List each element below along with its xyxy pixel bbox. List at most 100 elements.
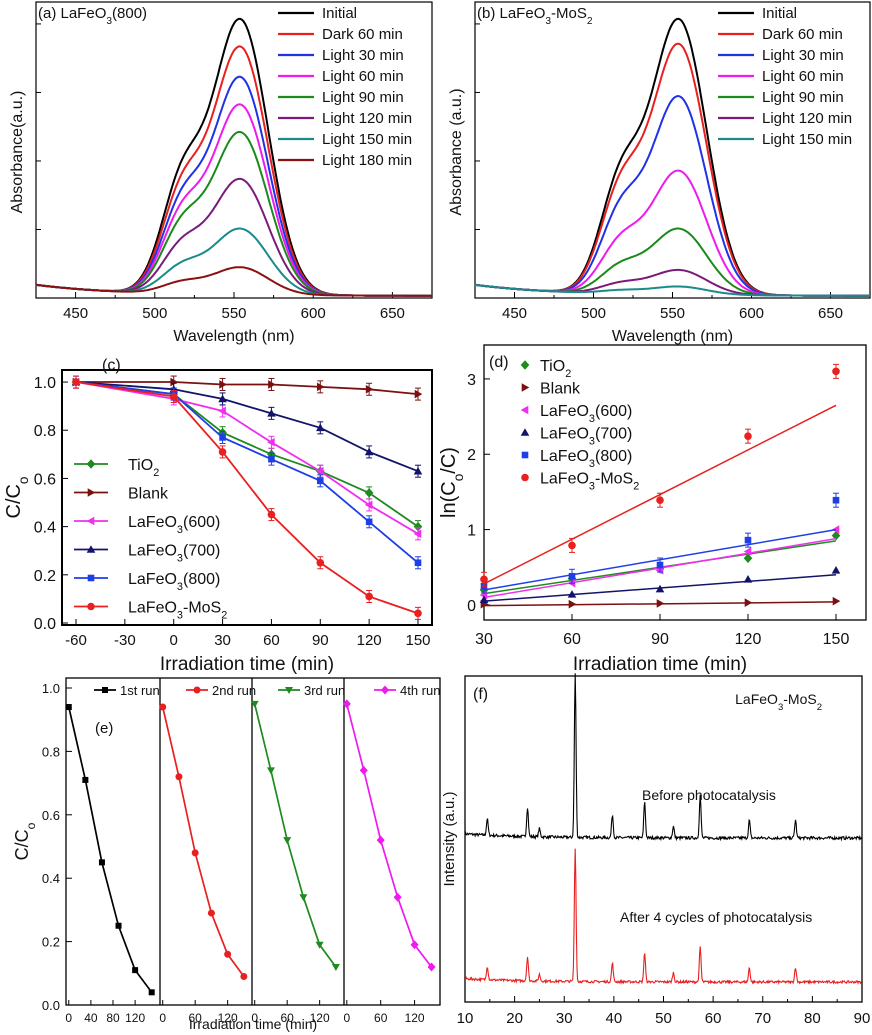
- e-x-tick-label: 80: [106, 1011, 120, 1025]
- a-spectrum-line: [35, 266, 432, 297]
- d-legend-marker: [521, 451, 529, 459]
- e-data-point: [266, 767, 275, 775]
- c-data-point: [268, 380, 276, 389]
- text-part: -MoS: [183, 600, 221, 617]
- b-x-tick-label: 450: [502, 305, 527, 322]
- f-panel: 102030405060708090Angle, 2θ (degree)Inte…: [441, 673, 871, 1027]
- d-data-point: [832, 367, 840, 376]
- d-legend-label: LaFeO3-MoS2: [540, 471, 639, 493]
- e-x-tick-label: 0: [65, 1011, 72, 1025]
- f-x-tick-label: 90: [854, 1010, 871, 1027]
- d-data-point: [831, 530, 841, 541]
- c-data-point: [364, 447, 374, 456]
- e-data-point: [331, 963, 340, 971]
- c-data-point: [414, 559, 422, 567]
- text-part: LaFeO: [128, 600, 177, 617]
- d-legend-marker: [520, 428, 530, 436]
- e-legend-marker: [285, 687, 293, 694]
- c-data-point: [218, 394, 227, 403]
- c-y-tick-label: 0.0: [34, 616, 56, 633]
- c-data-point: [315, 423, 325, 432]
- c-data-point: [219, 380, 227, 389]
- e-panel-title: (e): [95, 720, 113, 737]
- c-data-point: [364, 488, 374, 498]
- e-x-tick-label: 120: [405, 1011, 425, 1025]
- b-legend-label: Light 150 min: [762, 131, 852, 148]
- e-data-point: [132, 967, 139, 974]
- c-data-point: [316, 558, 325, 567]
- e-panel: 0.0 0.2 0.4 0.6 0.8 1.0 C/Co Irradiation time (…: [12, 677, 441, 1032]
- d-data-point: [743, 575, 753, 583]
- d-data-point: [567, 590, 577, 598]
- d-data-point: [568, 573, 576, 580]
- a-x-tick-label: 600: [301, 305, 326, 322]
- c-legend-marker: [86, 516, 95, 526]
- subscript: 2: [565, 368, 571, 380]
- e-data-point: [410, 940, 419, 950]
- b-legend-label: Light 120 min: [762, 110, 852, 127]
- e-legend-label: 4th run: [400, 683, 440, 698]
- c-y-tick-label: 0.2: [34, 568, 56, 585]
- c-x-tick-label: 30: [214, 632, 231, 649]
- text-part: C/C: [3, 484, 25, 518]
- d-x-axis-label: Irradiation time (min): [573, 654, 747, 675]
- d-y-tick-label: 2: [467, 447, 476, 464]
- subscript: o: [16, 476, 31, 484]
- e-legend-label: 1st run: [120, 683, 160, 698]
- c-data-point: [365, 592, 373, 601]
- b-spectrum-line: [474, 268, 870, 297]
- text-part: (800): [595, 448, 632, 465]
- e-data-point: [191, 849, 199, 857]
- e-legend-marker: [102, 687, 108, 693]
- d-data-point: [656, 496, 664, 505]
- e-data-point: [159, 703, 167, 711]
- e-x-tick-label: 0: [343, 1011, 350, 1025]
- d-x-tick-label: 30: [475, 631, 493, 648]
- b-panel: 450 500 550 600 650 Wavelength (nm) Absorbance…: [448, 1, 871, 345]
- c-data-point: [169, 392, 178, 401]
- e-x-tick-label: 60: [374, 1011, 388, 1025]
- d-legend-label: LaFeO3(600): [540, 403, 632, 425]
- text-part: TiO: [540, 358, 565, 375]
- subscript: o: [24, 822, 38, 829]
- a-y-axis-label: Absorbance(a.u.): [9, 91, 26, 214]
- subscript: 3: [177, 581, 183, 593]
- c-legend-marker: [87, 602, 95, 611]
- text-part: /C): [438, 447, 460, 474]
- d-legend-marker: [520, 360, 530, 370]
- c-panel: -60 -30 0 30 60 90 120 150 0.0 0.2 0.4 0.6 0.8 1.0 Irr…: [3, 357, 433, 675]
- e-run-line: [253, 703, 337, 968]
- e-x-tick-label: 0: [251, 1011, 258, 1025]
- a-legend-label: Light 150 min: [322, 131, 412, 148]
- d-plot-frame: [483, 344, 867, 621]
- d-data-point: [832, 496, 840, 504]
- c-y-tick-label: 1.0: [34, 375, 56, 392]
- e-data-point: [175, 773, 183, 781]
- f-x-tick-label: 40: [606, 1010, 623, 1027]
- subscript: 2: [817, 702, 822, 713]
- c-data-point: [267, 510, 276, 519]
- d-data-point: [744, 598, 753, 607]
- text-part: -MoS: [551, 5, 587, 22]
- a-x-tick-label: 650: [380, 305, 405, 322]
- subscript: 3: [589, 436, 595, 448]
- d-x-tick-label: 120: [735, 631, 762, 648]
- f-x-tick-label: 30: [556, 1010, 573, 1027]
- text-part: (a) LaFeO: [38, 5, 106, 22]
- a-panel: 450 500 550 600 650 Wavelength (nm) Absorbance…: [9, 1, 433, 345]
- f-x-tick-label: 70: [754, 1010, 771, 1027]
- a-x-axis-label: Wavelength (nm): [173, 328, 294, 345]
- text-part: LaFeO: [128, 543, 177, 560]
- text-part: (800): [183, 571, 220, 588]
- c-x-tick-label: -30: [114, 632, 136, 649]
- subscript: o: [451, 474, 466, 482]
- e-run-line: [161, 706, 245, 978]
- c-data-point: [365, 518, 373, 526]
- c-data-point: [218, 448, 227, 456]
- b-legend-label: Initial: [762, 5, 797, 22]
- c-y-tick-label: 0.4: [34, 520, 56, 537]
- e-data-point: [427, 962, 436, 972]
- text-part: (600): [595, 403, 632, 420]
- text-part: LaFeO: [128, 514, 177, 531]
- c-data-point: [218, 406, 226, 416]
